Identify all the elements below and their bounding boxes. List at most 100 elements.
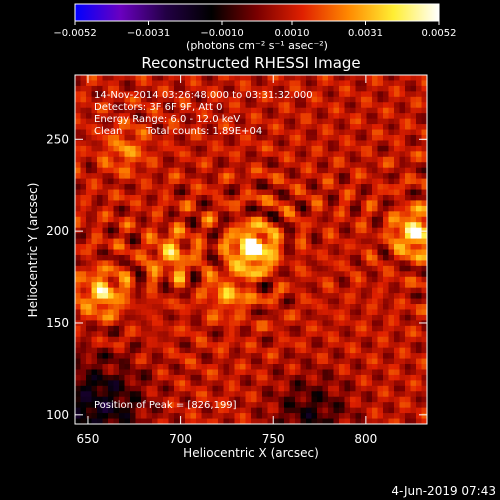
heatmap-cell (256, 254, 263, 261)
heatmap-cell (212, 91, 219, 98)
heatmap-cell (416, 75, 423, 82)
heatmap-cell (289, 358, 296, 365)
heatmap-cell (135, 107, 142, 114)
annotation-block: 14-Nov-2014 03:26:48.000 to 03:31:32.000… (94, 90, 313, 411)
heatmap-cell (273, 331, 280, 338)
heatmap-cell (405, 200, 412, 207)
heatmap-cell (196, 211, 203, 218)
heatmap-cell (300, 402, 307, 409)
heatmap-cell (163, 205, 170, 212)
heatmap-cell (383, 85, 390, 92)
heatmap-cell (322, 211, 329, 218)
heatmap-cell (267, 396, 274, 403)
heatmap-cell (377, 353, 384, 360)
heatmap-cell (355, 364, 362, 371)
heatmap-cell (256, 134, 263, 142)
heatmap-cell (97, 254, 104, 261)
heatmap-cell (267, 194, 274, 202)
heatmap-cell (372, 342, 379, 349)
heatmap-cell (190, 156, 197, 163)
annotation-time: 14-Nov-2014 03:26:48.000 to 03:31:32.000 (94, 90, 313, 101)
heatmap-cell (91, 200, 98, 207)
heatmap-cell (97, 369, 104, 376)
heatmap-cell (421, 249, 427, 256)
heatmap-cell (317, 314, 324, 321)
heatmap-cell (295, 162, 302, 169)
heatmap-cell (196, 244, 203, 251)
heatmap-cell (410, 260, 417, 267)
heatmap-cell (388, 369, 395, 376)
heatmap-cell (317, 102, 324, 109)
heatmap-cell (355, 145, 362, 152)
heatmap-cell (234, 107, 241, 114)
heatmap-cell (168, 325, 175, 332)
heatmap-cell (278, 374, 285, 381)
heatmap-cell (388, 254, 395, 261)
heatmap-cell (135, 156, 142, 163)
heatmap-cell (80, 238, 87, 245)
heatmap-cell (311, 260, 318, 267)
heatmap-cell (75, 249, 82, 256)
heatmap-cell (91, 124, 98, 131)
heatmap-cell (339, 151, 346, 158)
heatmap-cell (196, 260, 203, 267)
heatmap-cell (306, 173, 313, 180)
heatmap-cell (168, 216, 175, 223)
heatmap-cell (179, 380, 186, 387)
heatmap-cell (130, 249, 137, 256)
heatmap-cell (174, 85, 181, 92)
heatmap-cell (102, 358, 109, 365)
heatmap-cell (262, 385, 269, 392)
heatmap-cell (141, 167, 148, 174)
heatmap-cell (256, 304, 263, 311)
heatmap-cell (344, 200, 351, 207)
heatmap-cell (399, 173, 406, 180)
heatmap-cell (256, 189, 263, 196)
heatmap-cell (146, 347, 153, 354)
heatmap-cell (289, 102, 296, 109)
heatmap-cell (273, 140, 280, 147)
heatmap-cell (201, 129, 208, 136)
heatmap-cell (416, 107, 423, 114)
heatmap-cell (267, 205, 274, 212)
heatmap-cell (152, 407, 159, 414)
heatmap-cell (141, 156, 148, 163)
heatmap-cell (196, 113, 203, 120)
heatmap-cell (218, 298, 225, 305)
heatmap-cell (410, 369, 417, 376)
heatmap-cell (163, 211, 170, 218)
heatmap-cell (124, 282, 131, 289)
heatmap-cell (75, 178, 82, 185)
heatmap-cell (361, 342, 368, 349)
heatmap-cell (311, 396, 318, 403)
heatmap-cell (333, 265, 340, 272)
heatmap-cell (251, 118, 258, 125)
heatmap-cell (361, 222, 368, 229)
heatmap-cell (174, 282, 181, 289)
heatmap-cell (410, 320, 417, 327)
heatmap-cell (163, 151, 170, 158)
heatmap-cell (421, 282, 427, 289)
heatmap-cell (86, 233, 93, 240)
heatmap-cell (157, 271, 164, 278)
heatmap-cell (207, 173, 214, 180)
heatmap-cell (80, 353, 87, 360)
heatmap-cell (273, 134, 280, 142)
heatmap-cell (322, 276, 329, 283)
heatmap-cell (113, 129, 120, 136)
heatmap-cell (416, 118, 423, 125)
heatmap-cell (102, 129, 109, 136)
heatmap-cell (251, 320, 258, 327)
heatmap-cell (240, 113, 247, 120)
heatmap-cell (295, 129, 302, 136)
heatmap-cell (377, 113, 384, 120)
heatmap-cell (185, 314, 192, 321)
heatmap-cell (388, 374, 395, 381)
heatmap-cell (251, 233, 258, 240)
heatmap-cell (196, 265, 203, 272)
heatmap-cell (295, 353, 302, 360)
heatmap-cell (157, 184, 164, 191)
heatmap-cell (229, 314, 236, 321)
heatmap-cell (135, 211, 142, 218)
heatmap-cell (80, 178, 87, 185)
